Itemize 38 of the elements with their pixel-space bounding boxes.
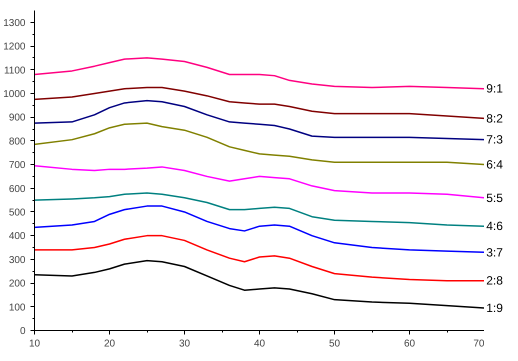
y-tick-label: 200 [8, 278, 26, 290]
y-tick-label: 1300 [3, 18, 26, 29]
y-tick-label: 1000 [3, 88, 26, 100]
series-label: 2:8 [486, 274, 504, 288]
series-label: 8:2 [486, 111, 504, 126]
y-tick-label: 300 [8, 254, 26, 266]
line-series [34, 86, 484, 120]
series-label: 9:1 [486, 82, 504, 96]
y-tick-label: 500 [8, 207, 26, 218]
x-tick-label: 30 [178, 338, 190, 350]
series-label: 5:5 [486, 190, 504, 205]
series-label: 3:7 [486, 245, 504, 260]
y-tick-label: 400 [8, 231, 26, 242]
x-tick-label: 70 [473, 338, 485, 350]
y-tick-label: 0 [20, 326, 26, 337]
y-tick-label: 900 [8, 112, 26, 124]
y-tick-label: 1200 [3, 42, 26, 53]
y-tick-label: 600 [8, 184, 26, 195]
series-label: 7:3 [486, 132, 504, 147]
x-tick-label: 50 [328, 338, 340, 350]
line-series [34, 192, 484, 227]
series-label: 1:9 [486, 300, 504, 315]
line-series [34, 165, 484, 199]
line-series [34, 122, 484, 166]
x-tick-label: 40 [254, 338, 266, 350]
x-tick-label: 20 [104, 338, 116, 350]
y-tick-label: 800 [8, 136, 26, 148]
line-series [34, 100, 484, 140]
line-series [34, 205, 484, 254]
series-label: 6:4 [486, 158, 504, 172]
line-series [34, 57, 484, 90]
series-label: 4:6 [486, 219, 504, 234]
x-tick-label: 10 [28, 338, 40, 350]
y-tick-label: 100 [8, 302, 26, 314]
line-series [34, 234, 484, 282]
x-tick-label: 60 [404, 338, 416, 350]
y-tick-label: 1100 [4, 65, 26, 76]
y-tick-label: 700 [8, 160, 26, 172]
